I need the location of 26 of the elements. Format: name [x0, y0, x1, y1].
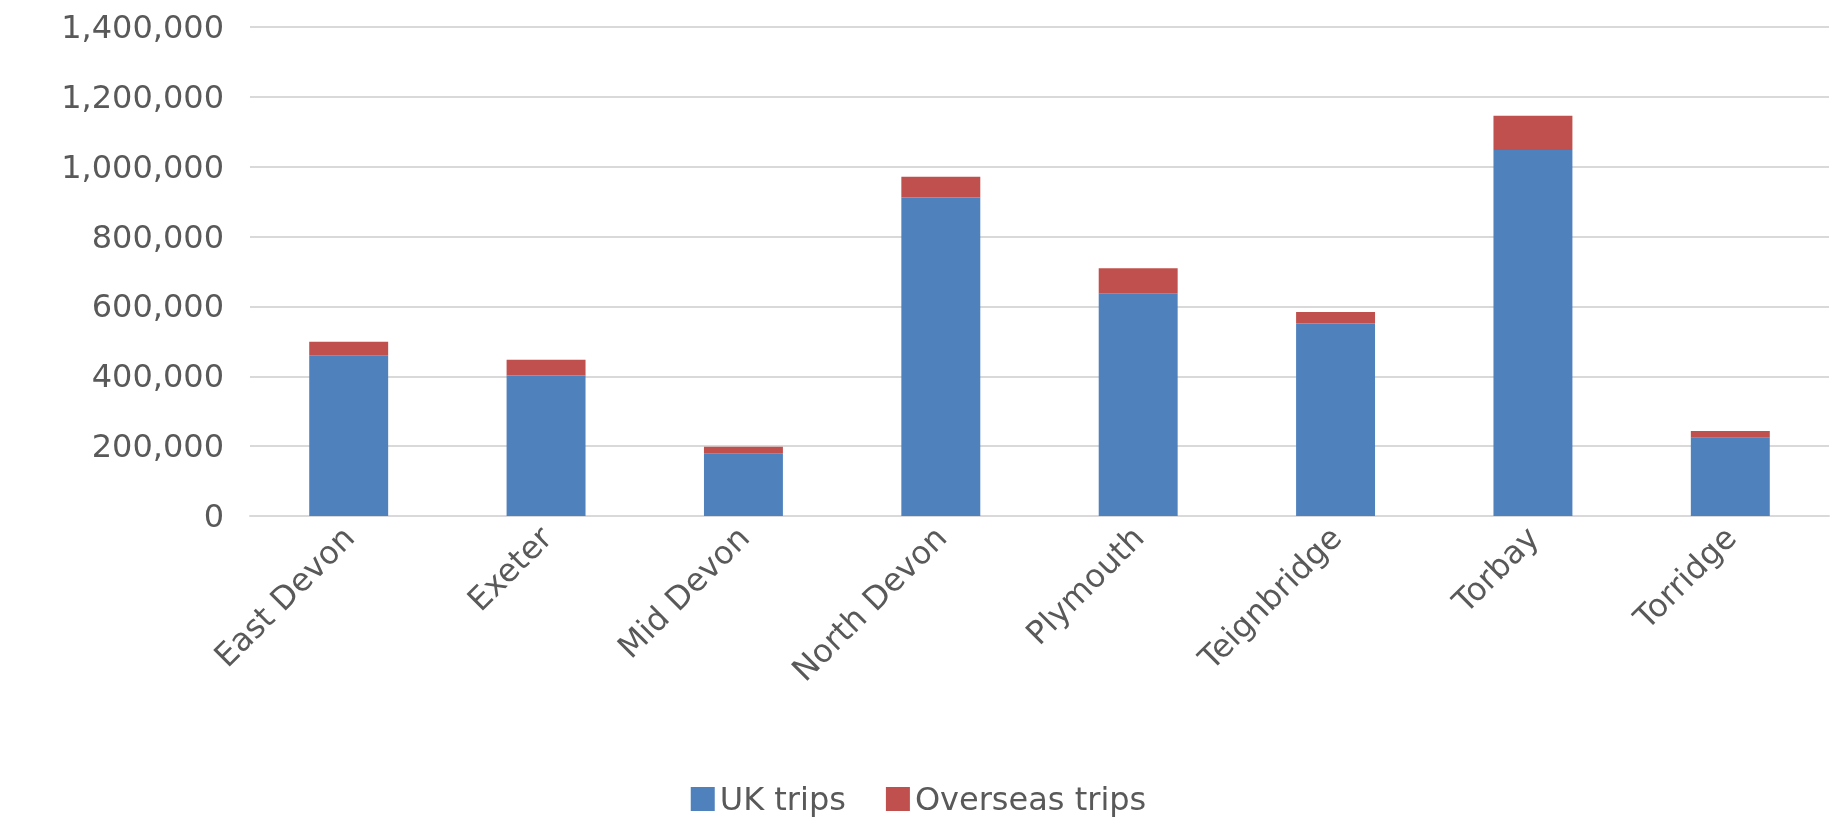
legend-label: Overseas trips — [914, 780, 1147, 818]
bar — [901, 176, 981, 198]
bar — [703, 453, 783, 516]
y-tick-label: 800,000 — [91, 217, 224, 256]
bar — [506, 359, 586, 376]
y-tick-label: 1,000,000 — [61, 147, 224, 186]
y-tick-label: 1,400,000 — [61, 8, 224, 46]
y-tick-label: 400,000 — [91, 357, 224, 396]
bar — [309, 355, 389, 516]
bar — [1296, 323, 1376, 516]
bar — [703, 446, 783, 454]
bar — [309, 341, 389, 356]
y-tick-label: 600,000 — [91, 287, 224, 326]
bar — [1098, 268, 1178, 294]
bar — [1690, 431, 1770, 438]
bar — [506, 375, 586, 516]
y-tick-label: 0 — [203, 497, 224, 535]
y-tick-label: 200,000 — [91, 427, 224, 466]
y-tick-label: 1,200,000 — [61, 77, 224, 116]
bar — [1690, 437, 1770, 516]
bar — [1296, 312, 1376, 324]
bar — [1493, 115, 1573, 150]
bar — [1493, 149, 1573, 516]
bar — [1098, 293, 1178, 516]
bar — [901, 197, 981, 516]
legend-label: UK trips — [719, 780, 846, 818]
